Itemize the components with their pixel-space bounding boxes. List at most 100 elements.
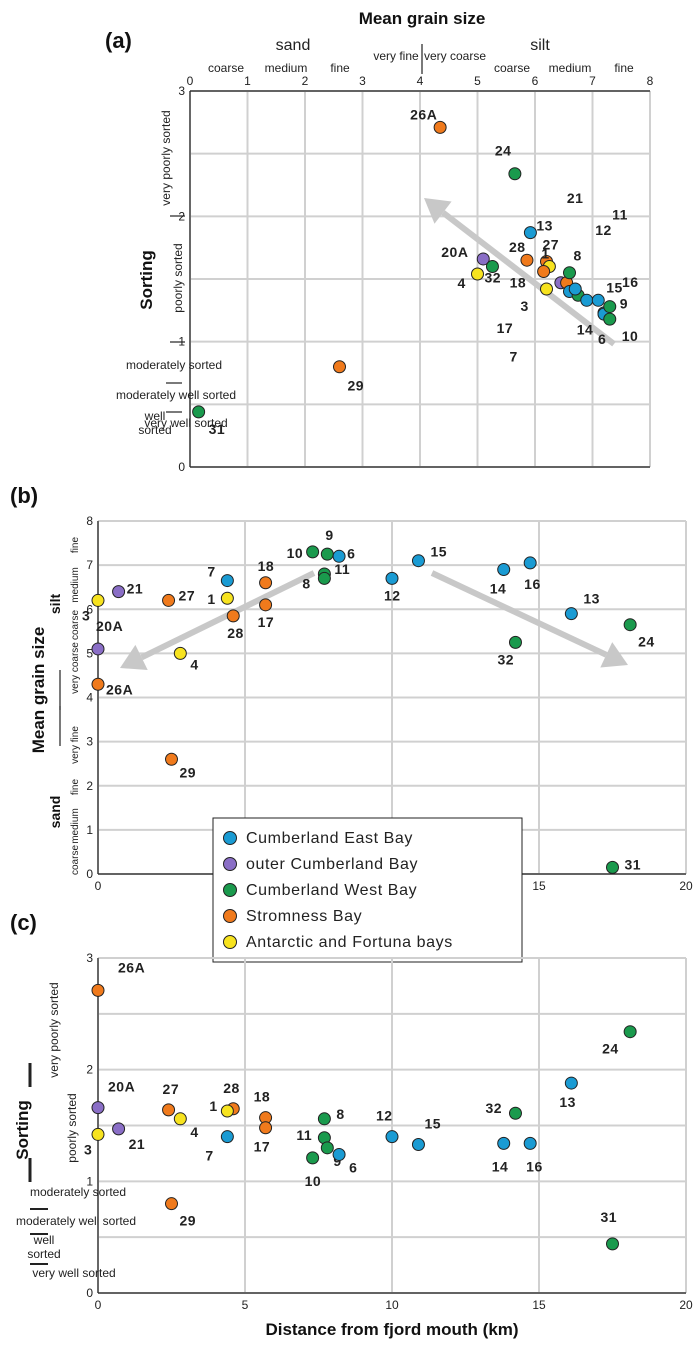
point-label-9: 9 <box>333 1153 341 1169</box>
panel-a-class-coarse: coarse <box>208 61 244 75</box>
point-label-32: 32 <box>484 269 501 285</box>
point-label-7: 7 <box>205 1148 213 1164</box>
point-label-6: 6 <box>349 1160 357 1176</box>
point-10 <box>306 1151 320 1165</box>
point-label-31: 31 <box>601 1209 618 1225</box>
panel-a-class-veryfine: very fine <box>373 49 419 63</box>
point-label-27: 27 <box>543 236 560 252</box>
x-tick-label: 3 <box>359 74 366 88</box>
y-tick-label: 1 <box>86 823 93 837</box>
point-label-7: 7 <box>510 349 518 365</box>
x-tick-label: 0 <box>187 74 194 88</box>
legend-label: Cumberland East Bay <box>246 830 413 847</box>
point-3 <box>91 593 105 607</box>
point-label-13: 13 <box>536 218 553 234</box>
point-24 <box>623 618 637 632</box>
y-tick-label: 3 <box>86 951 93 965</box>
point-label-1: 1 <box>209 1098 217 1114</box>
point-12 <box>385 571 399 585</box>
point-26A <box>91 677 105 691</box>
legend-box <box>212 817 523 963</box>
point-label-24: 24 <box>495 143 512 159</box>
point-6 <box>332 549 346 563</box>
point-24 <box>508 167 522 181</box>
point-15 <box>411 1137 425 1151</box>
point-29 <box>165 752 178 766</box>
a-class-vps: very poorly sorted <box>159 110 173 205</box>
b-class: coarse <box>70 845 81 875</box>
point-14 <box>497 1136 511 1150</box>
point-31 <box>192 405 206 419</box>
x-tick-label: 20 <box>679 879 693 893</box>
point-20A <box>91 1101 105 1115</box>
x-tick-label: 15 <box>532 1298 546 1312</box>
point-13 <box>564 607 578 621</box>
point-13 <box>523 226 537 240</box>
point-label-8: 8 <box>574 248 582 264</box>
point-label-16: 16 <box>524 576 541 592</box>
point-label-7: 7 <box>207 564 215 580</box>
y-tick-label: 2 <box>86 1063 93 1077</box>
point-label-21: 21 <box>567 190 584 206</box>
panel-a-class-fine: fine <box>330 61 350 75</box>
point-label-15: 15 <box>606 279 623 295</box>
point-16 <box>523 556 537 570</box>
point-10 <box>306 545 320 559</box>
a-class-ms: moderately sorted <box>126 358 222 372</box>
point-label-3: 3 <box>521 298 529 314</box>
panel-c-grid <box>97 957 687 1294</box>
point-label-13: 13 <box>559 1094 576 1110</box>
point-28 <box>226 609 240 623</box>
legend-label: Stromness Bay <box>246 908 362 925</box>
panel-c-y-title: Sorting <box>13 1100 32 1160</box>
point-label-27: 27 <box>179 587 196 603</box>
a-class-ps: poorly sorted <box>171 243 185 312</box>
point-label-16: 16 <box>526 1158 543 1174</box>
point-24 <box>623 1025 637 1039</box>
point-4 <box>173 646 187 660</box>
legend-marker <box>223 857 237 871</box>
legend-marker <box>223 909 237 923</box>
point-15 <box>591 293 605 307</box>
point-label-28: 28 <box>223 1080 240 1096</box>
trend-arrow-head <box>424 198 452 224</box>
point-label-20A: 20A <box>441 244 468 260</box>
point-label-24: 24 <box>602 1041 619 1057</box>
point-label-1: 1 <box>541 245 549 261</box>
y-tick-label: 0 <box>86 867 93 881</box>
point-8 <box>317 1112 331 1126</box>
c-class-vps: very poorly sorted <box>47 982 61 1077</box>
a-class-mws: moderately well sorted <box>116 388 236 402</box>
panel-a-points: 26A 24 13 20A 32 4 28 271 18 3 21 17 8 7 11 14 12 15 16 6 9 1… <box>192 106 638 437</box>
b-class: coarse <box>70 610 81 640</box>
point-27 <box>162 593 176 607</box>
panel-a-class-medium: medium <box>265 61 308 75</box>
b-class: very coarse <box>70 642 81 694</box>
point-12 <box>385 1130 399 1144</box>
panel-a-label: (a) <box>105 28 132 53</box>
point-7 <box>220 1130 234 1144</box>
a-class-ws: well <box>144 409 166 423</box>
legend-label: Cumberland West Bay <box>246 882 417 899</box>
point-label-8: 8 <box>336 1106 344 1122</box>
x-tick-label: 5 <box>474 74 481 88</box>
point-21 <box>112 1122 126 1136</box>
point-label-13: 13 <box>583 591 600 607</box>
panel-b-y-title: Mean grain size <box>29 627 48 754</box>
point-18 <box>259 576 273 590</box>
point-4 <box>471 267 484 281</box>
point-31 <box>606 860 619 874</box>
point-label-21: 21 <box>127 581 144 597</box>
panel-c-label: (c) <box>10 910 37 935</box>
legend-marker <box>223 883 237 897</box>
panel-a-class-medium2: medium <box>549 61 592 75</box>
y-tick-label: 6 <box>86 602 93 616</box>
panel-a-arrows <box>424 198 616 347</box>
point-7 <box>220 574 234 588</box>
trend-arrow-head <box>600 642 628 668</box>
point-1 <box>220 1104 234 1118</box>
point-28 <box>520 253 534 267</box>
point-13 <box>564 1076 578 1090</box>
point-17 <box>259 598 273 612</box>
